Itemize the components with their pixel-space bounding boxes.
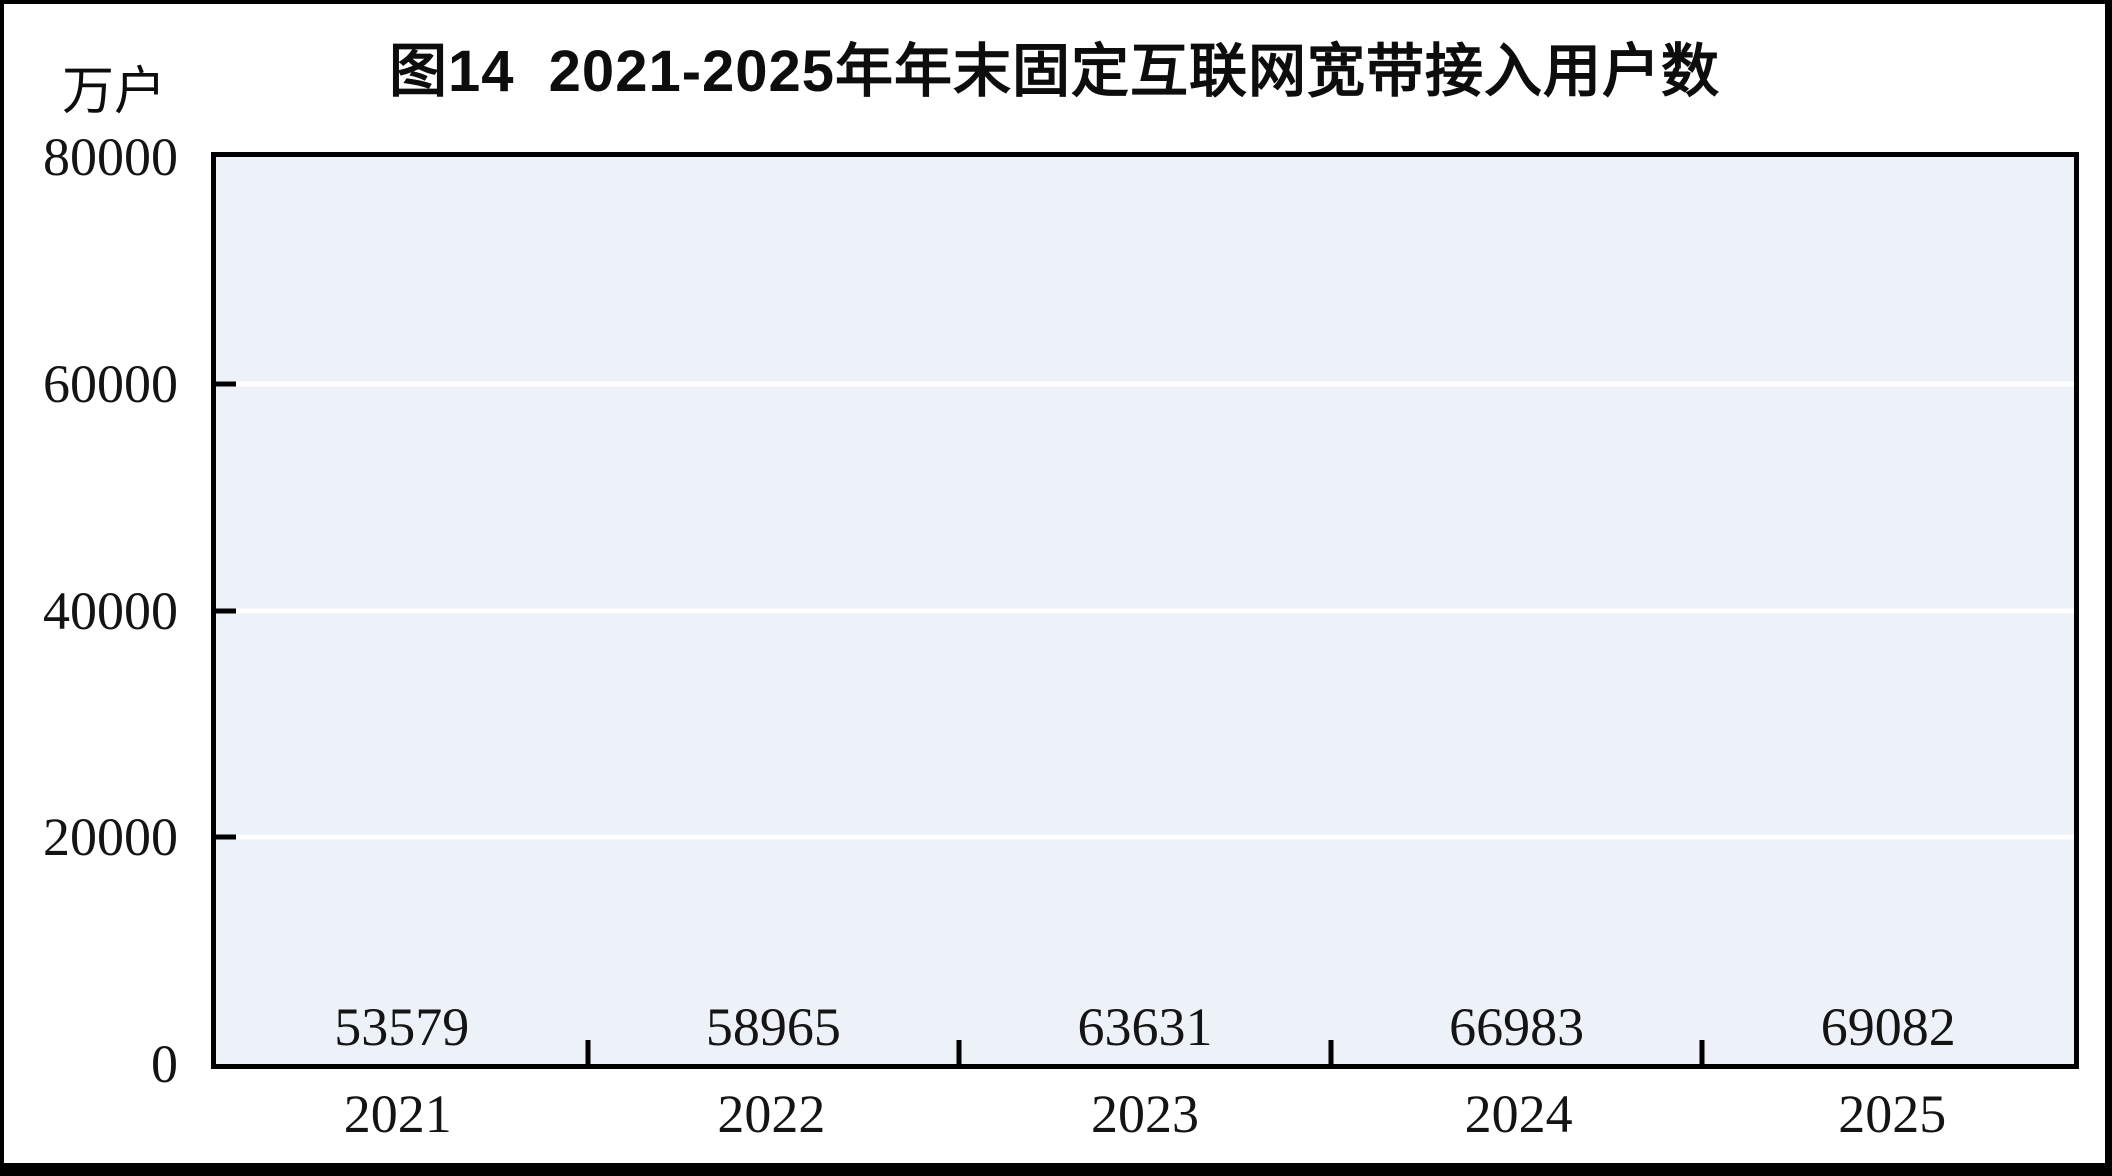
bar-group-2023: 63631 — [1070, 1000, 1220, 1064]
bar-group-2025: 69082 — [1813, 1000, 1963, 1064]
x-axis: 2021 2022 2023 2024 2025 — [211, 1086, 2079, 1146]
x-tick-mark-3 — [1328, 1040, 1334, 1064]
y-tick-mark-40000 — [216, 608, 236, 613]
x-tick-mark-4 — [1699, 1040, 1705, 1064]
y-tick-label-40000: 40000 — [43, 581, 178, 641]
y-tick-label-80000: 80000 — [43, 127, 178, 187]
x-tick-label-2025: 2025 — [1838, 1084, 1947, 1144]
x-tick-mark-1 — [585, 1040, 591, 1064]
y-axis-unit-label: 万户 — [62, 64, 167, 121]
bar-value-label: 66983 — [1449, 997, 1585, 1057]
y-tick-mark-60000 — [216, 381, 236, 387]
bar-group-2024: 66983 — [1442, 1000, 1592, 1064]
y-tick-mark-20000 — [216, 834, 236, 840]
x-tick-label-2024: 2024 — [1464, 1084, 1573, 1144]
x-tick-label-2022: 2022 — [717, 1084, 826, 1144]
y-tick-label-60000: 60000 — [43, 354, 178, 414]
bar-group-2022: 58965 — [698, 1000, 848, 1064]
x-tick-label-2023: 2023 — [1091, 1084, 1199, 1144]
chart-title: 图14 2021-2025年年末固定互联网宽带接入用户数 — [388, 39, 1721, 104]
gridline-60000 — [216, 381, 2074, 387]
bar-value-label: 58965 — [705, 997, 841, 1057]
gridline-20000 — [216, 834, 2074, 840]
x-tick-label-2021: 2021 — [343, 1084, 452, 1144]
bar-group-2021: 53579 — [327, 1000, 477, 1064]
bar-value-label: 69082 — [1820, 997, 1956, 1057]
y-tick-label-20000: 20000 — [43, 807, 178, 867]
y-tick-label-0: 0 — [151, 1034, 178, 1094]
bar-value-label: 53579 — [334, 997, 470, 1057]
bar-value-label: 63631 — [1077, 997, 1213, 1057]
gridline-40000 — [216, 608, 2074, 613]
plot-area: 53579 58965 63631 66983 69082 — [211, 152, 2079, 1069]
x-tick-mark-2 — [956, 1040, 962, 1064]
